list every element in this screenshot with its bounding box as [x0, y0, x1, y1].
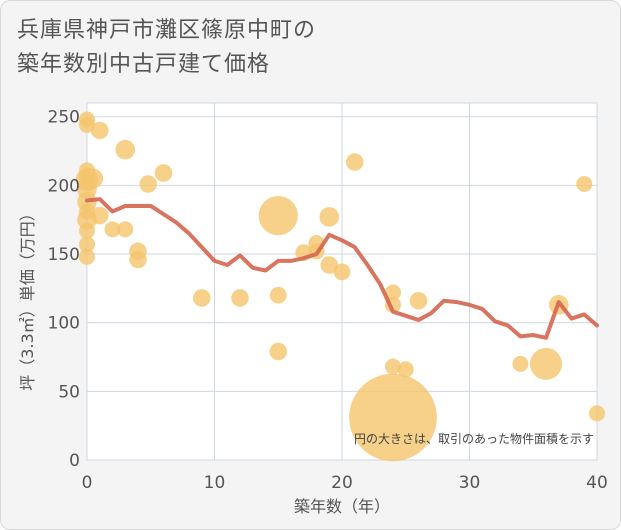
bubble-17	[117, 221, 134, 238]
bubble-33	[345, 153, 364, 171]
bubble-43	[576, 176, 593, 193]
y-tick-label-2: 100	[48, 314, 80, 334]
bubble-30	[319, 207, 340, 227]
bubble-31	[320, 256, 339, 274]
bubble-41	[530, 347, 562, 380]
y-tick-label-4: 200	[48, 176, 80, 196]
bubble-10	[79, 236, 95, 253]
bubble-9	[79, 222, 95, 239]
bubble-23	[231, 289, 249, 307]
bubble-13	[90, 121, 109, 140]
x-tick-label-2: 20	[331, 473, 353, 493]
bubble-37	[385, 358, 401, 375]
bubble-12	[83, 168, 104, 189]
bubble-14	[90, 206, 109, 225]
y-axis-title: 坪（3.3㎡）単価（万円）	[18, 205, 37, 390]
y-tick-label-5: 250	[48, 108, 80, 128]
bubble-20	[139, 175, 157, 193]
y-tick-labels: 0 50 100 150 200 250	[48, 108, 80, 471]
x-axis-title: 築年数（年）	[294, 497, 390, 516]
x-tick-label-4: 40	[586, 473, 608, 493]
bubble-34	[349, 373, 437, 462]
bubble-series	[75, 111, 605, 462]
bubble-44	[589, 405, 605, 422]
average-price-line	[85, 197, 599, 340]
x-tick-label-3: 30	[459, 473, 481, 493]
bubble-19	[129, 250, 147, 269]
bubble-25	[269, 286, 287, 304]
chart-title-line-2: 築年数別中古戸建て価格	[17, 52, 271, 77]
bubble-38	[397, 361, 414, 378]
bubble-26	[269, 342, 288, 361]
bubble-11	[79, 248, 95, 265]
y-tick-label-0: 0	[69, 451, 80, 471]
chart-title: 兵庫県神戸市灘区篠原中町の 築年数別中古戸建て価格	[17, 14, 316, 82]
grid-lines	[87, 103, 597, 460]
x-tick-labels: 0 10 20 30 40	[82, 473, 608, 493]
average-line-series	[85, 197, 599, 340]
bubble-1	[79, 116, 95, 133]
bubble-40	[512, 355, 529, 372]
bubble-35	[385, 284, 401, 301]
y-tick-label-3: 150	[48, 245, 80, 265]
bubble-size-note: 円の大きさは、取引のあった物件面積を示す	[354, 431, 594, 446]
chart-title-line-1: 兵庫県神戸市灘区篠原中町の	[17, 18, 317, 43]
bubble-24	[258, 195, 298, 236]
bubble-22	[192, 289, 211, 307]
bubble-16	[115, 139, 136, 160]
y-tick-label-1: 50	[58, 382, 80, 402]
bubble-21	[154, 164, 173, 182]
bubble-15	[104, 221, 121, 238]
bubble-32	[333, 263, 351, 281]
x-tick-label-0: 0	[82, 473, 93, 493]
x-tick-label-1: 10	[204, 473, 226, 493]
bubble-39	[409, 291, 428, 310]
